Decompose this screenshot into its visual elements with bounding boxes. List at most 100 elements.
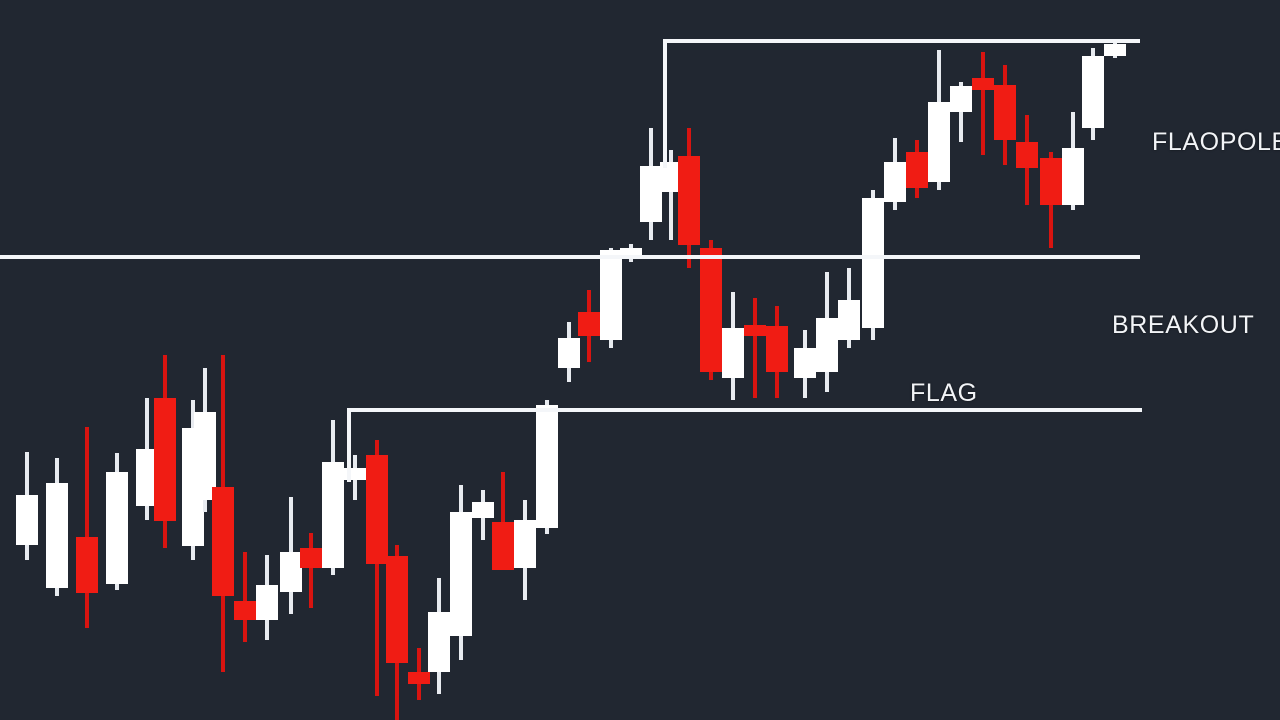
candle-body [1040,158,1062,205]
candle-1-up [46,458,68,596]
candle-wick [981,52,985,155]
flag-upper-trendline [663,39,1140,168]
candle-body [794,348,816,378]
candle-3-up [106,453,128,590]
candle-40-down [906,140,928,198]
candle-11-up [280,497,302,614]
pattern-overlays-layer [0,39,1142,482]
candle-2-down [76,427,98,628]
candle-body [906,152,928,188]
candle-42-up [950,82,972,142]
candle-body [322,462,344,568]
candle-body [366,455,388,564]
annotation-label-flagpole: FLAOPOLE [1152,128,1280,156]
flag-lower-trendline-vertical [347,410,351,482]
candle-body [450,512,472,636]
candle-31-down [700,240,722,380]
candle-body [678,156,700,245]
flag-lower-trendline-horizontal [347,408,1142,412]
breakout-level-line [0,255,1140,259]
candle-body [234,601,256,620]
candle-13-up [322,420,344,575]
candle-body [280,552,302,592]
candle-16-down [386,545,408,720]
candle-body [1104,44,1126,56]
candle-44-down [994,65,1016,165]
candle-body [722,328,744,378]
candle-body [972,78,994,90]
candle-33-down [744,298,766,398]
candle-body [536,405,558,528]
candle-body [154,398,176,521]
candle-body [862,198,884,328]
candle-body [766,326,788,372]
candle-29-up [660,150,682,240]
candle-12-down [300,533,322,608]
candle-body [816,318,838,372]
candle-body [408,672,430,684]
candle-9-down [234,552,256,642]
candle-body [194,412,216,500]
candle-wick [669,150,673,240]
candle-20-up [472,490,494,540]
annotation-label-breakout: BREAKOUT [1112,311,1255,339]
flag-lower-trendline [347,408,1142,482]
candle-body [46,483,68,588]
candle-15-down [366,440,388,696]
candle-19-up [450,485,472,660]
candle-body [514,520,536,568]
candle-body [386,556,408,663]
candle-49-up [1104,40,1126,58]
candle-body [838,300,860,340]
candle-0-up [16,452,38,560]
annotation-label-flag: FLAG [910,379,978,407]
candle-18-up [428,578,450,694]
candle-body [16,495,38,545]
candle-35-up [794,330,816,398]
candle-body [950,86,972,112]
candle-body [928,102,950,182]
candle-wick [753,298,757,398]
candle-body [472,502,494,518]
candle-24-up [558,322,580,382]
candle-4-up [136,398,158,520]
candle-39-up [884,138,906,210]
candle-body [492,522,514,570]
candle-body [660,162,682,192]
candle-36-up [816,272,838,392]
candle-body [1062,148,1084,205]
flag-upper-trendline-horizontal [663,39,1140,43]
candle-body [76,537,98,593]
candle-10-up [256,555,278,640]
candle-wick [375,440,379,696]
candle-5-down [154,355,176,548]
candle-body [578,312,600,336]
candle-47-up [1062,112,1084,210]
candle-26-up [600,248,622,348]
candle-41-up [928,50,950,190]
candle-body [640,166,662,222]
flag-upper-trendline-vertical [663,41,667,168]
candle-body [1016,142,1038,168]
candle-body [212,487,234,596]
candles-layer [16,40,1126,720]
candle-wick [309,533,313,608]
candle-body [700,248,722,372]
candle-48-up [1082,48,1104,140]
candle-30-down [678,128,700,268]
candle-23-up [536,400,558,534]
candle-body [1082,56,1104,128]
candle-8-down [212,355,234,672]
candle-body [136,449,158,506]
candle-body [558,338,580,368]
candle-45-down [1016,115,1038,205]
candle-body [620,248,642,258]
candle-22-up [514,500,536,600]
candle-wick [85,427,89,628]
candle-34-down [766,306,788,398]
candle-17-down [408,648,430,700]
candle-body [744,325,766,336]
candle-wick [501,472,505,560]
